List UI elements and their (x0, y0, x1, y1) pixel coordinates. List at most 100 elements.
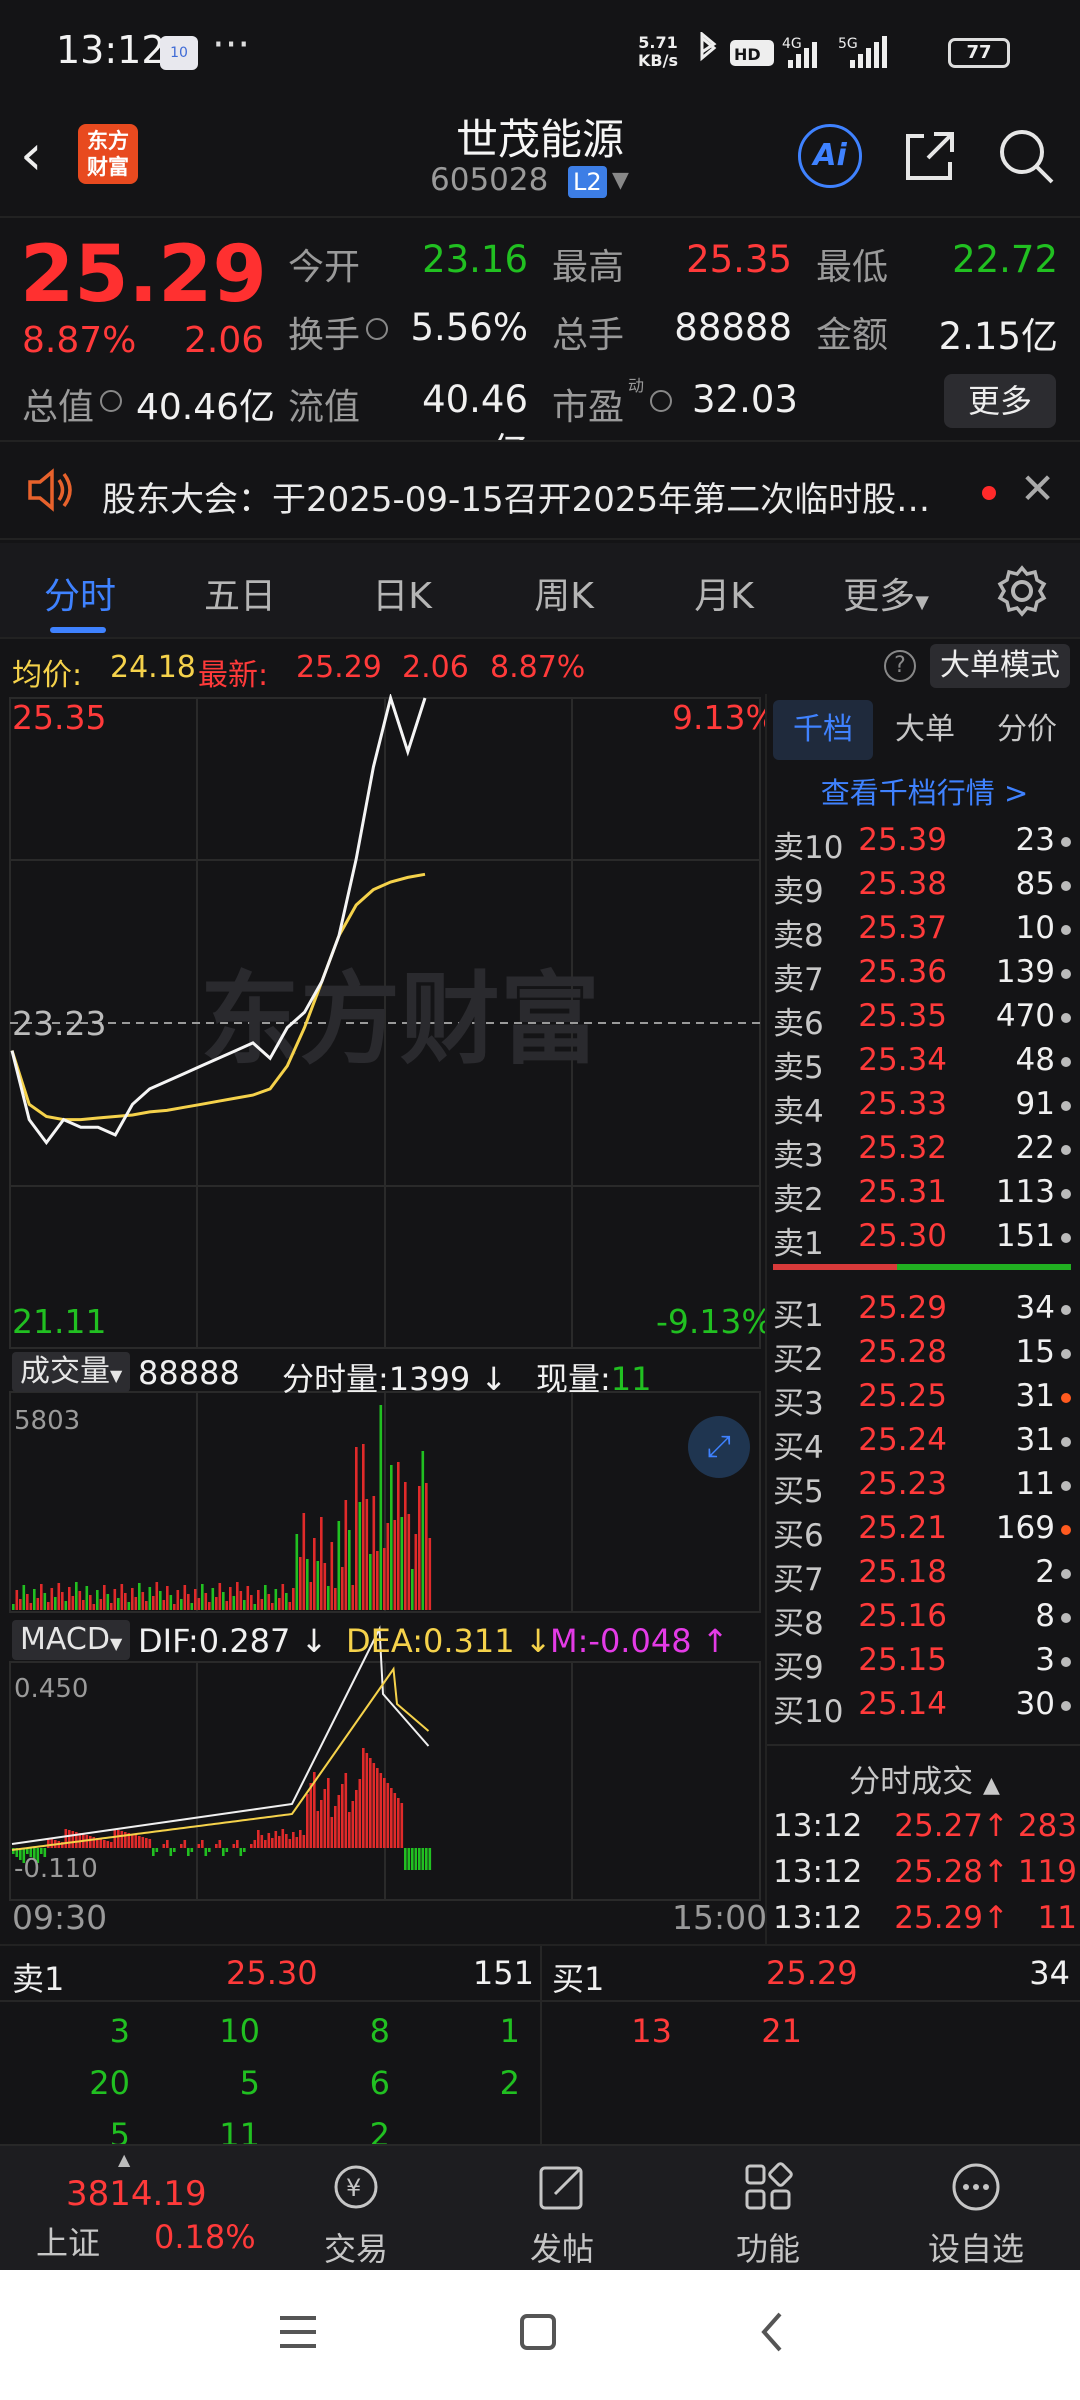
minute-volume: 分时量:1399 ↓ (282, 1360, 508, 1398)
home-icon[interactable] (516, 2310, 560, 2354)
nav-watchlist[interactable]: 设自选 (906, 2160, 1046, 2270)
level-volume: 91 (1015, 1086, 1055, 1122)
macd-bar (225, 1848, 229, 1852)
tick-price: 25.27↑ (894, 1808, 1009, 1844)
back-button[interactable]: ‹ (20, 123, 43, 188)
tab-depth[interactable]: 千档 (773, 700, 873, 760)
info-icon[interactable] (100, 390, 122, 412)
nav-functions[interactable]: 功能 (698, 2160, 838, 2270)
bid-row[interactable]: 买1 25.29 34 (767, 1286, 1077, 1334)
bid-row[interactable]: 买4 25.24 31 (767, 1418, 1077, 1466)
volume-bar (323, 1563, 327, 1610)
ask-row[interactable]: 卖10 25.39 23 (767, 818, 1077, 866)
volume-bar (344, 1500, 348, 1610)
order-queue-panel: 卖1 25.30 151 买1 25.29 34 3 10 8 1 20 5 6 2 5 11 2 … (0, 1944, 1080, 2146)
axis-bottom-percent: -9.13% (656, 1302, 773, 1341)
macd-bar (96, 1838, 99, 1848)
macd-bar (26, 1848, 29, 1854)
search-icon[interactable] (994, 124, 1058, 188)
index-name[interactable]: 上证 (36, 2224, 101, 2262)
expand-icon[interactable]: ⤢ (688, 1416, 750, 1478)
tab-weekly-k[interactable]: 周K (534, 576, 594, 617)
tab-daily-k[interactable]: 日K (372, 576, 432, 617)
share-icon[interactable] (900, 126, 960, 186)
macd-bar (362, 1748, 365, 1848)
macd-bar (204, 1848, 208, 1856)
volume-bar (225, 1601, 229, 1610)
ask-row[interactable]: 卖9 25.38 85 (767, 862, 1077, 910)
macd-bar (376, 1768, 379, 1848)
avg-price-line (10, 872, 426, 1122)
chevron-down-icon[interactable]: ▼ (612, 168, 629, 193)
bid-row[interactable]: 买6 25.21 169 (767, 1506, 1077, 1554)
menu-icon[interactable] (276, 2310, 320, 2354)
level2-badge[interactable]: L2 (568, 166, 607, 198)
ask-row[interactable]: 卖5 25.34 48 (767, 1038, 1077, 1086)
level-volume: 470 (995, 998, 1055, 1034)
stock-code[interactable]: 605028 (430, 162, 549, 198)
back-icon[interactable] (752, 2310, 796, 2354)
volume-indicator-select[interactable]: 成交量▼ (12, 1352, 130, 1392)
tab-intraday[interactable]: 分时 (43, 576, 116, 617)
ask-row[interactable]: 卖3 25.32 22 (767, 1126, 1077, 1174)
ask-row[interactable]: 卖4 25.33 91 (767, 1082, 1077, 1130)
announcement-text[interactable]: 股东大会：于2025-09-15召开2025年第二次临时股东大会 (102, 480, 962, 520)
volume-bar (411, 1569, 414, 1610)
bid-row[interactable]: 买5 25.23 11 (767, 1462, 1077, 1510)
volume-bar (43, 1593, 47, 1610)
announcement-bar[interactable]: 股东大会：于2025-09-15召开2025年第二次临时股东大会 ✕ (0, 440, 1080, 540)
tick-list-title[interactable]: 分时成交 ▲ (767, 1756, 1080, 1801)
macd-indicator-select[interactable]: MACD▼ (12, 1620, 130, 1660)
volume-bar (176, 1590, 180, 1610)
tab-price-split[interactable]: 分价 (997, 712, 1057, 747)
ask-row[interactable]: 卖7 25.36 139 (767, 950, 1077, 998)
ask-row[interactable]: 卖6 25.35 470 (767, 994, 1077, 1042)
volume-bar (222, 1592, 225, 1610)
level-price: 25.30 (858, 1218, 947, 1254)
bid-row[interactable]: 买3 25.25 31 (767, 1374, 1077, 1422)
info-icon[interactable] (650, 390, 672, 412)
tab-big-orders[interactable]: 大单 (895, 712, 955, 747)
close-icon[interactable]: ✕ (1020, 464, 1056, 513)
index-value[interactable]: 3814.19 (66, 2174, 207, 2214)
tab-indicator (50, 627, 106, 633)
view-depth-link[interactable]: 查看千档行情 > (820, 776, 1029, 810)
index-change[interactable]: 0.18% (154, 2218, 256, 2256)
volume-bar (267, 1594, 271, 1610)
macd-bar (208, 1848, 211, 1852)
macd-bar (292, 1832, 295, 1848)
bid-row[interactable]: 买8 25.16 8 (767, 1594, 1077, 1642)
volume-bar (316, 1561, 320, 1610)
queue-order: 6 (369, 2064, 390, 2102)
nav-post[interactable]: 发帖 (492, 2160, 632, 2270)
level-volume: 169 (995, 1510, 1055, 1546)
info-icon[interactable] (366, 318, 388, 340)
help-icon[interactable]: ? (884, 650, 916, 682)
level-price: 25.31 (858, 1174, 947, 1210)
status-dot (1061, 969, 1071, 979)
ai-button[interactable]: Ai (798, 124, 862, 188)
gear-icon[interactable] (994, 563, 1050, 619)
price-info-line: 均价: 24.18 最新: 25.29 2.06 8.87% ? 大单模式 (0, 642, 1080, 693)
axis-top-price: 25.35 (12, 698, 107, 737)
ask-row[interactable]: 卖8 25.37 10 (767, 906, 1077, 954)
bid-row[interactable]: 买9 25.15 3 (767, 1638, 1077, 1686)
grid-icon (745, 2162, 793, 2210)
macd-bar (40, 1848, 43, 1854)
ask-row[interactable]: 卖2 25.31 113 (767, 1170, 1077, 1218)
level-label: 买5 (773, 1474, 824, 1510)
tab-monthly-k[interactable]: 月K (694, 576, 754, 617)
nav-trade[interactable]: ¥ 交易 (286, 2160, 426, 2270)
macd-min-label: -0.110 (14, 1854, 98, 1884)
tab-more[interactable]: 更多▼ (816, 567, 956, 619)
bid-ask-ratio-bar (773, 1264, 1071, 1270)
tab-five-day[interactable]: 五日 (203, 576, 276, 617)
bid-row[interactable]: 买7 25.18 2 (767, 1550, 1077, 1598)
intraday-chart[interactable]: 东方财富 25.35 9.13% 23.23 21.11 -9.13% 成交量▼… (0, 694, 777, 1944)
bid-row[interactable]: 买10 25.14 30 (767, 1682, 1077, 1730)
ask-row[interactable]: 卖1 25.30 151 (767, 1214, 1077, 1262)
more-button[interactable]: 更多 (944, 374, 1056, 428)
volume-bar (302, 1513, 306, 1610)
bid-row[interactable]: 买2 25.28 15 (767, 1330, 1077, 1378)
big-order-mode-button[interactable]: 大单模式 (930, 644, 1070, 688)
